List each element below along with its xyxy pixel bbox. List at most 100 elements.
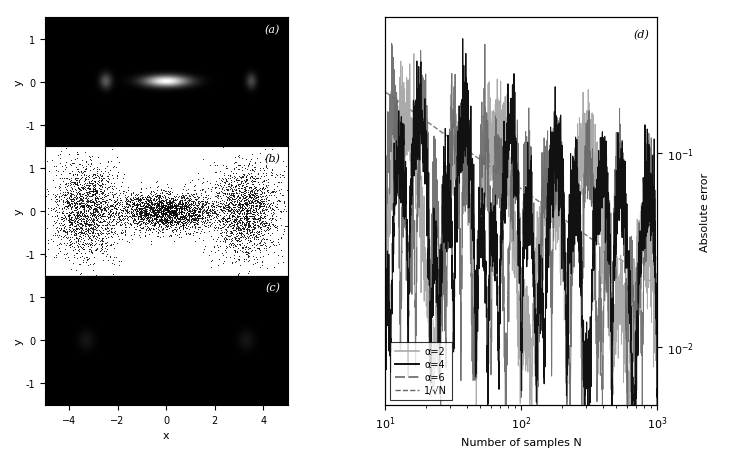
Point xyxy=(163,207,175,214)
Point xyxy=(77,222,89,229)
Point xyxy=(176,199,188,206)
Point xyxy=(88,232,100,239)
Point xyxy=(51,191,63,198)
Point xyxy=(178,210,190,217)
Point xyxy=(246,202,258,210)
Point xyxy=(152,200,164,207)
Point xyxy=(179,206,190,213)
Point xyxy=(87,206,99,213)
Point xyxy=(219,226,231,233)
Point xyxy=(229,236,241,243)
Point xyxy=(257,215,269,222)
Point xyxy=(249,163,261,171)
Point xyxy=(233,201,245,208)
Point xyxy=(134,208,146,216)
Point xyxy=(73,235,85,242)
Point xyxy=(249,219,261,227)
Point xyxy=(81,257,93,264)
Point xyxy=(36,208,48,216)
Point xyxy=(79,201,91,208)
Point xyxy=(176,222,187,229)
Point xyxy=(232,207,244,214)
Point xyxy=(137,207,149,214)
Point xyxy=(250,186,262,193)
Point xyxy=(146,219,158,227)
Point xyxy=(76,197,88,204)
Point xyxy=(251,198,263,206)
Point xyxy=(246,213,258,220)
Point xyxy=(216,178,228,186)
Point xyxy=(166,202,178,209)
Point xyxy=(56,216,68,223)
Point xyxy=(216,185,228,192)
Point xyxy=(230,235,242,243)
Point xyxy=(152,207,164,215)
Point xyxy=(97,216,109,223)
Point xyxy=(168,205,180,212)
Point xyxy=(196,207,208,215)
Point xyxy=(232,208,244,215)
Point xyxy=(192,202,204,209)
Point xyxy=(163,214,175,222)
Point xyxy=(241,197,252,204)
Point xyxy=(182,190,194,197)
Point xyxy=(66,161,78,168)
Point xyxy=(196,204,208,211)
Point xyxy=(180,205,192,212)
Point xyxy=(217,202,229,210)
Point xyxy=(85,237,97,244)
Point xyxy=(208,222,220,229)
Point xyxy=(79,213,91,221)
Point xyxy=(241,240,253,247)
Point xyxy=(272,239,284,246)
Point xyxy=(86,250,98,257)
Point xyxy=(164,201,176,208)
Point xyxy=(155,199,167,207)
Point xyxy=(140,211,152,218)
Point xyxy=(238,206,250,213)
Point xyxy=(234,204,246,211)
Point xyxy=(224,204,236,212)
Point xyxy=(268,158,280,166)
Point xyxy=(67,192,79,199)
Point xyxy=(69,160,81,167)
Point xyxy=(149,216,161,223)
Point xyxy=(142,198,154,206)
Point xyxy=(157,226,169,233)
Point xyxy=(217,221,229,228)
Point xyxy=(78,229,90,237)
Point xyxy=(130,208,142,216)
Point xyxy=(143,217,155,224)
Point xyxy=(69,227,81,234)
Point xyxy=(236,203,248,211)
Point xyxy=(167,198,179,206)
Point xyxy=(234,222,246,229)
Point xyxy=(167,211,179,218)
Point xyxy=(97,257,109,264)
Point xyxy=(240,205,252,212)
Point xyxy=(158,221,170,228)
Point xyxy=(77,241,89,248)
Point xyxy=(138,205,150,212)
Point xyxy=(162,206,174,213)
Point xyxy=(87,166,99,173)
Point xyxy=(235,203,247,211)
Point xyxy=(77,186,89,193)
Point xyxy=(118,171,130,178)
Point xyxy=(87,182,99,190)
Point xyxy=(178,209,190,216)
Point xyxy=(154,205,166,212)
Point xyxy=(236,220,248,227)
Point xyxy=(139,200,151,207)
Point xyxy=(134,220,146,227)
Point xyxy=(90,222,102,229)
Point xyxy=(72,198,84,205)
Point xyxy=(110,212,122,219)
Point xyxy=(72,203,84,211)
Point xyxy=(241,199,252,207)
Point xyxy=(174,216,186,223)
Point xyxy=(187,199,199,207)
Point xyxy=(182,195,193,202)
Point xyxy=(139,220,151,228)
Point xyxy=(155,211,167,218)
